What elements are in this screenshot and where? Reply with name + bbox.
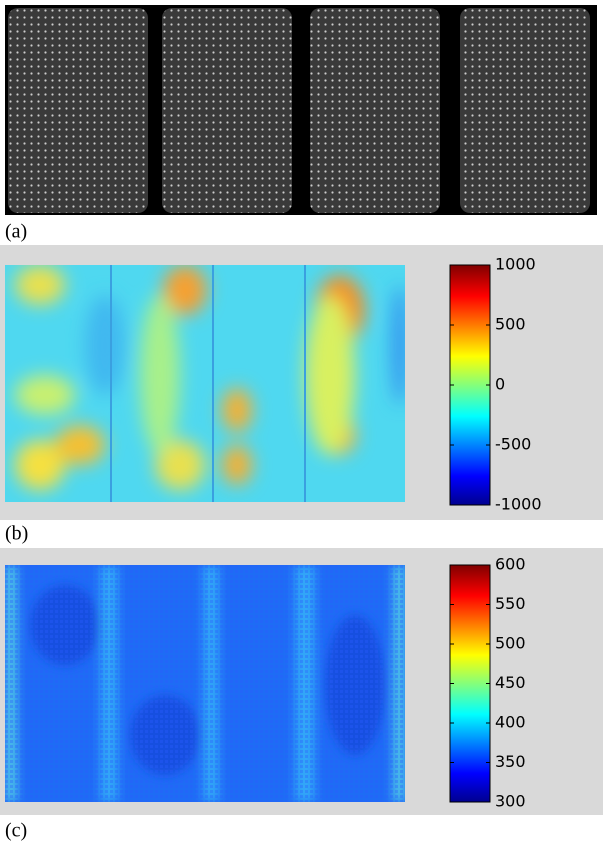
panel-a-image — [5, 5, 597, 215]
panel-label: (b) — [5, 523, 28, 545]
colorbar-tick-label: 0 — [495, 375, 505, 394]
colorbar-tick-label: 450 — [495, 673, 526, 692]
colorbar-tick-label: 550 — [495, 594, 526, 613]
colorbar-tick-label: 300 — [495, 792, 526, 811]
panel-c-heatmap — [5, 565, 405, 802]
panel-b-heatmap — [5, 265, 405, 502]
colorbar-tick-label: 350 — [495, 752, 526, 771]
panel-label: (a) — [5, 221, 27, 243]
colorbar-tick-label: -1000 — [495, 495, 542, 514]
colorbar — [449, 264, 491, 506]
colorbar-tick-label: 500 — [495, 315, 526, 334]
colorbar-tick-label: 400 — [495, 713, 526, 732]
colorbar — [449, 564, 491, 803]
colorbar-tick-label: 500 — [495, 634, 526, 653]
colorbar-tick-label: 1000 — [495, 255, 536, 274]
colorbar-tick-label: 600 — [495, 555, 526, 574]
colorbar-tick-label: -500 — [495, 435, 531, 454]
panel-label: (c) — [5, 820, 27, 842]
